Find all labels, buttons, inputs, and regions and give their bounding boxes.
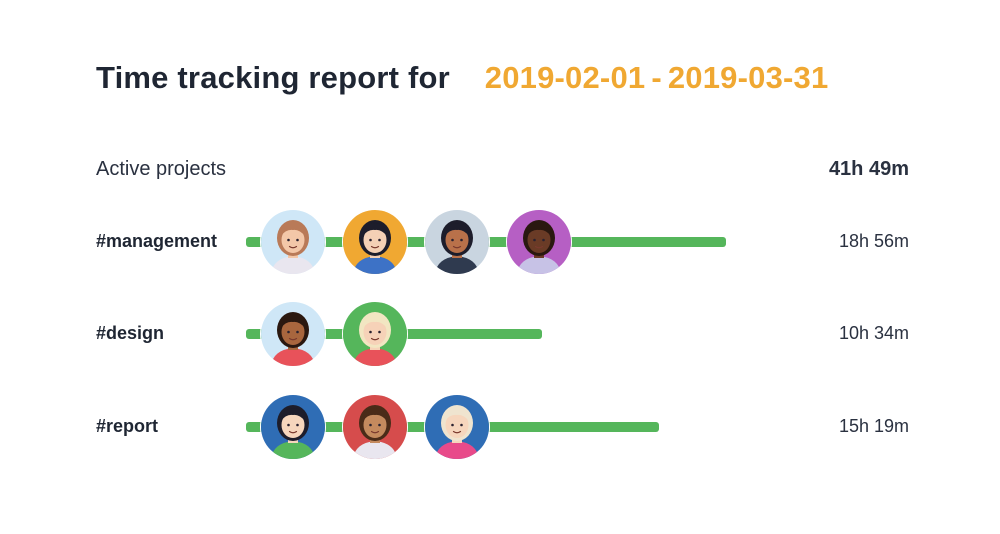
project-name[interactable]: #report (96, 416, 159, 436)
date-separator: - (651, 60, 662, 95)
start-date: 2019-02-01 (484, 60, 646, 95)
title-prefix: Time tracking report for (96, 60, 450, 95)
man-blond-hair-avatar[interactable] (342, 301, 408, 367)
woman-curly-hair-avatar[interactable] (506, 209, 572, 275)
project-duration: 10h 34m (838, 323, 909, 343)
project-row[interactable]: #design 10h 34m (0, 299, 1000, 369)
page-title: Time tracking report for 2019-02-01-2019… (96, 60, 828, 96)
project-name[interactable]: #design (96, 323, 165, 343)
project-name[interactable]: #management (96, 231, 218, 251)
project-duration: 18h 56m (838, 231, 909, 251)
project-row[interactable]: #management 18h 56m (0, 207, 1000, 277)
woman-black-hair-avatar[interactable] (342, 209, 408, 275)
woman-long-brown-hair-avatar[interactable] (260, 209, 326, 275)
woman-bun-hair-avatar[interactable] (260, 301, 326, 367)
man-mustache-avatar[interactable] (424, 209, 490, 275)
woman-blonde-hair-avatar[interactable] (424, 394, 490, 460)
section-label: Active projects (96, 158, 227, 180)
total-time: 41h 49m (828, 158, 909, 180)
project-row[interactable]: #report 15h 19m (0, 392, 1000, 462)
end-date: 2019-03-31 (667, 60, 829, 95)
project-duration: 15h 19m (838, 416, 909, 436)
man-black-hair-avatar[interactable] (260, 394, 326, 460)
man-curly-hair-avatar[interactable] (342, 394, 408, 460)
date-range[interactable]: 2019-02-01-2019-03-31 (485, 60, 829, 95)
